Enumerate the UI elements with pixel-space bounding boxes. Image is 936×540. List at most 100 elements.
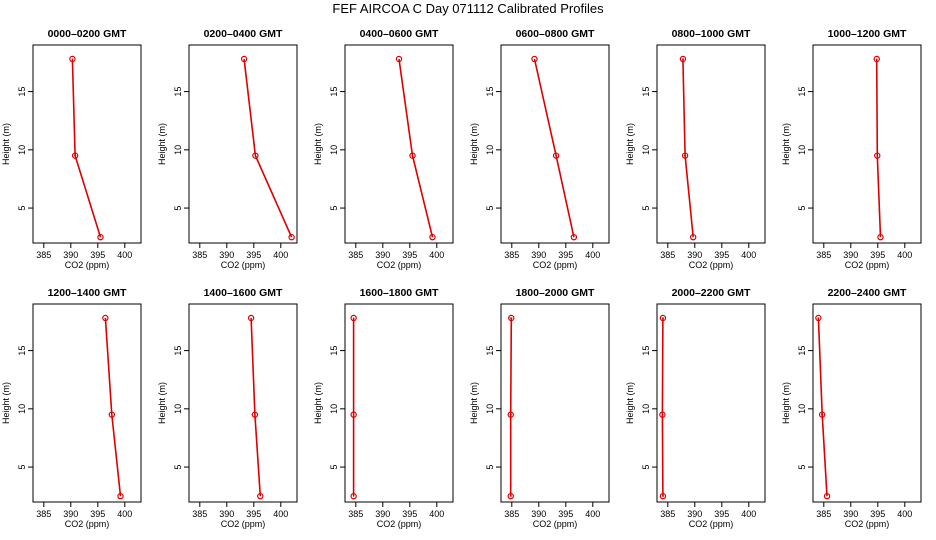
x-tick-label: 385: [504, 250, 519, 260]
x-tick-label: 395: [870, 509, 885, 519]
data-point: [350, 492, 357, 500]
x-tick-label: 400: [273, 250, 288, 260]
y-tick-label: 10: [17, 404, 27, 414]
y-tick-label: 5: [329, 465, 339, 470]
y-tick-label: 5: [485, 465, 495, 470]
plot-frame: [188, 44, 298, 244]
x-axis-label: CO2 (ppm): [689, 519, 734, 529]
profile-line: [533, 58, 575, 238]
data-point: [873, 55, 880, 63]
plot-frame: [812, 44, 922, 244]
y-tick-label: 10: [485, 145, 495, 155]
y-axis-label: Height (m): [313, 382, 323, 424]
plot-frame: [656, 303, 766, 503]
data-point: [102, 314, 109, 322]
y-tick-label: 10: [17, 145, 27, 155]
x-tick-label: 385: [348, 250, 363, 260]
x-tick-label: 390: [63, 250, 78, 260]
x-tick-label: 385: [192, 509, 207, 519]
x-axis-label: CO2 (ppm): [377, 260, 422, 270]
data-point: [659, 411, 666, 418]
plot-frame: [344, 303, 454, 503]
y-axis-label: Height (m): [625, 123, 635, 165]
y-tick-label: 15: [485, 346, 495, 356]
x-axis-label: CO2 (ppm): [845, 519, 890, 529]
data-point: [507, 492, 514, 500]
x-tick-label: 400: [897, 250, 912, 260]
data-point: [689, 233, 697, 241]
data-point: [531, 55, 538, 63]
y-tick-label: 5: [797, 465, 807, 470]
x-axis-label: CO2 (ppm): [845, 260, 890, 270]
y-tick-label: 5: [329, 206, 339, 211]
x-axis-label: CO2 (ppm): [221, 519, 266, 529]
profile-line: [71, 58, 102, 238]
y-axis-label: Height (m): [625, 382, 635, 424]
panel-2: 0200–0400 GMT 385 390 395 400 5 10 15 CO2 (ppm) H…: [157, 28, 298, 270]
panel-title: 2200–2400 GMT: [828, 287, 907, 299]
panel-title: 1800–2000 GMT: [516, 287, 595, 299]
data-point: [257, 492, 264, 500]
x-tick-label: 395: [714, 250, 729, 260]
panel-title: 2000–2200 GMT: [672, 287, 751, 299]
y-tick-label: 10: [329, 404, 339, 414]
y-tick-label: 15: [17, 346, 27, 356]
data-point: [818, 411, 826, 418]
plot-frame: [32, 44, 142, 244]
data-point: [350, 314, 357, 322]
x-tick-label: 390: [843, 509, 858, 519]
x-tick-label: 390: [531, 509, 546, 519]
panels-container: 0000–0200 GMT 385 390 395 400 5 10 15 CO2 (ppm) H…: [1, 28, 922, 529]
profile-line: [104, 317, 122, 497]
y-tick-label: 10: [797, 145, 807, 155]
x-tick-label: 390: [219, 509, 234, 519]
panel-title: 0800–1000 GMT: [672, 28, 751, 40]
panel-12: 2200–2400 GMT 385 390 395 400 5 10 15 CO2 (ppm) H…: [781, 287, 922, 529]
x-tick-label: 400: [741, 509, 756, 519]
x-tick-label: 400: [741, 250, 756, 260]
panel-title: 0400–0600 GMT: [360, 28, 439, 40]
x-axis-label: CO2 (ppm): [689, 260, 734, 270]
x-tick-label: 385: [36, 509, 51, 519]
data-point: [251, 411, 259, 418]
y-tick-label: 15: [797, 346, 807, 356]
data-point: [507, 411, 514, 418]
y-tick-label: 15: [641, 87, 651, 97]
panel-title: 0000–0200 GMT: [48, 28, 127, 40]
y-tick-label: 5: [173, 206, 183, 211]
y-axis-label: Height (m): [157, 123, 167, 165]
profile-line: [661, 317, 664, 497]
panel-1: 0000–0200 GMT 385 390 395 400 5 10 15 CO2 (ppm) H…: [1, 28, 142, 270]
x-tick-label: 400: [585, 250, 600, 260]
y-tick-label: 5: [641, 206, 651, 211]
y-tick-label: 10: [797, 404, 807, 414]
data-point: [240, 55, 248, 63]
profile-line: [398, 58, 434, 238]
plot-frame: [656, 44, 766, 244]
x-tick-label: 390: [687, 509, 702, 519]
data-point: [570, 233, 578, 241]
data-point: [409, 152, 416, 159]
y-tick-label: 5: [485, 206, 495, 211]
panel-title: 0200–0400 GMT: [204, 28, 283, 40]
x-tick-label: 395: [870, 250, 885, 260]
x-tick-label: 385: [504, 509, 519, 519]
y-tick-label: 5: [173, 465, 183, 470]
y-tick-label: 15: [173, 346, 183, 356]
panel-title: 1600–1800 GMT: [360, 287, 439, 299]
panel-11: 2000–2200 GMT 385 390 395 400 5 10 15 CO2 (ppm) H…: [625, 287, 766, 529]
y-axis-label: Height (m): [781, 123, 791, 165]
profile-line: [243, 58, 293, 238]
x-tick-label: 395: [558, 509, 573, 519]
x-tick-label: 390: [843, 250, 858, 260]
x-tick-label: 390: [687, 250, 702, 260]
y-tick-label: 15: [17, 87, 27, 97]
plot-frame: [32, 303, 142, 503]
x-tick-label: 395: [246, 509, 261, 519]
data-point: [681, 152, 689, 159]
x-tick-label: 385: [192, 250, 207, 260]
x-tick-label: 385: [660, 509, 675, 519]
panel-10: 1800–2000 GMT 385 390 395 400 5 10 15 CO2 (ppm) H…: [469, 287, 610, 529]
panel-6: 1000–1200 GMT 385 390 395 400 5 10 15 CO2 (ppm) H…: [781, 28, 922, 270]
